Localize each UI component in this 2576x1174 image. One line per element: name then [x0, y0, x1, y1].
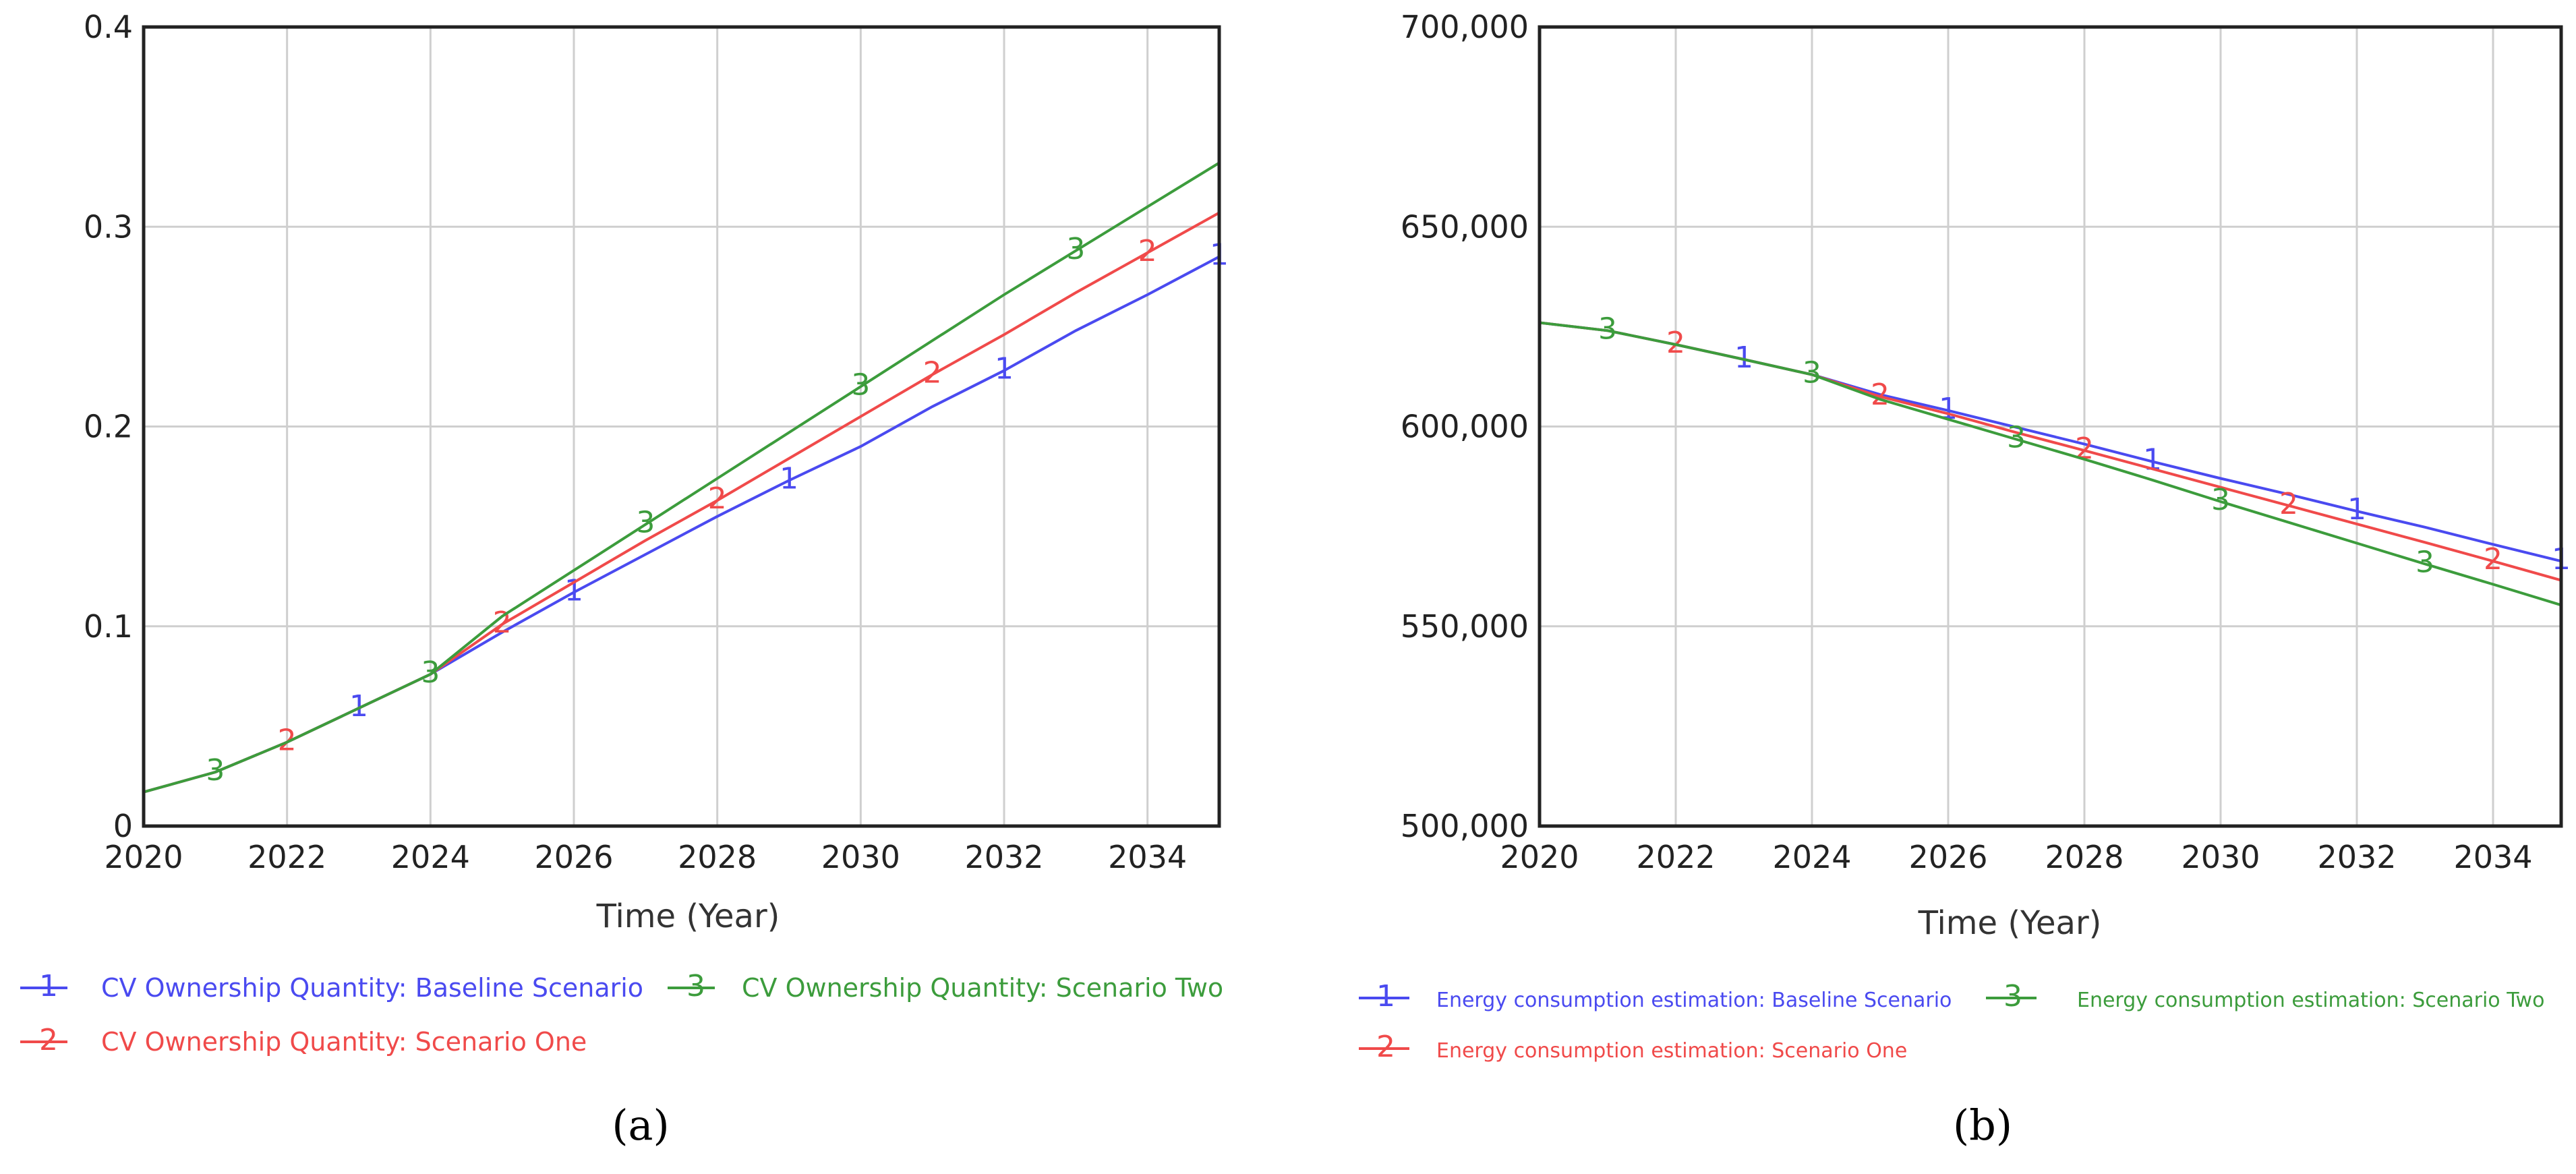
- x-tick-label: 2034: [2453, 839, 2532, 875]
- series-line-3: [1539, 321, 2562, 607]
- legend-marker-2: 2: [1376, 1030, 1395, 1064]
- x-tick-label: 2020: [1500, 839, 1579, 875]
- plot-frame: [1538, 25, 2563, 828]
- x-tick-label: 2028: [678, 839, 757, 875]
- y-tick-label: 700,000: [1401, 9, 1529, 45]
- x-tick-label: 2032: [2317, 839, 2396, 875]
- legend-label-1: CV Ownership Quantity: Baseline Scenario: [101, 973, 643, 1003]
- series-marker-3: 3: [421, 655, 440, 690]
- legend-marker-3: 3: [686, 969, 705, 1003]
- y-tick-label: 650,000: [1401, 208, 1529, 245]
- legend-marker-3: 3: [2003, 979, 2022, 1014]
- x-tick-label: 2026: [1908, 839, 1987, 875]
- series-marker-3: 3: [851, 368, 870, 402]
- x-tick-label: 2022: [247, 839, 326, 875]
- series-marker-3: 3: [1803, 355, 1821, 390]
- series-marker-3: 3: [2416, 545, 2434, 579]
- y-tick-label: 0.4: [84, 9, 133, 45]
- x-tick-label: 2022: [1636, 839, 1715, 875]
- panel-label: (b): [1953, 1100, 2012, 1150]
- y-tick-label: 600,000: [1401, 409, 1529, 445]
- x-tick-label: 2034: [1108, 839, 1187, 875]
- series-marker-1: 1: [780, 461, 798, 496]
- panel-label: (a): [612, 1100, 669, 1150]
- x-tick-label: 2028: [2045, 839, 2124, 875]
- legend-marker-2: 2: [39, 1023, 58, 1057]
- series-marker-3: 3: [2007, 420, 2026, 454]
- legend-marker-1: 1: [39, 969, 58, 1003]
- x-axis-title: Time (Year): [596, 898, 780, 935]
- x-tick-label: 2030: [2181, 839, 2260, 875]
- x-tick-label: 2024: [391, 839, 470, 875]
- legend-label-2: Energy consumption estimation: Scenario …: [1436, 1039, 1907, 1063]
- y-tick-label: 0.2: [84, 409, 133, 445]
- series-marker-3: 3: [1066, 232, 1085, 266]
- series-marker-2: 2: [708, 481, 727, 516]
- y-tick-label: 0: [113, 808, 133, 844]
- series-marker-1: 1: [995, 352, 1014, 386]
- series-marker-2: 2: [2279, 487, 2298, 521]
- series-marker-2: 2: [1138, 234, 1157, 268]
- legend-label-2: CV Ownership Quantity: Scenario One: [101, 1027, 587, 1057]
- x-tick-label: 2030: [821, 839, 900, 875]
- legend-marker-1: 1: [1376, 979, 1395, 1014]
- y-tick-label: 500,000: [1401, 808, 1529, 844]
- plot-frame: [142, 25, 1221, 828]
- x-axis-title: Time (Year): [1918, 904, 2102, 942]
- series-marker-3: 3: [206, 753, 225, 788]
- legend-label-3: Energy consumption estimation: Scenario …: [2077, 989, 2544, 1012]
- x-tick-label: 2020: [104, 839, 183, 875]
- x-tick-label: 2024: [1772, 839, 1851, 875]
- series-marker-3: 3: [636, 506, 655, 540]
- series-marker-3: 3: [2211, 483, 2230, 517]
- series-line-2: [1539, 321, 2562, 582]
- series-marker-2: 2: [2484, 542, 2502, 577]
- y-tick-label: 0.3: [84, 208, 133, 245]
- series-marker-3: 3: [1598, 312, 1617, 346]
- x-tick-label: 2032: [964, 839, 1043, 875]
- x-tick-label: 2026: [534, 839, 613, 875]
- series-line-3: [143, 161, 1221, 794]
- legend-label-1: Energy consumption estimation: Baseline …: [1436, 989, 1952, 1012]
- y-tick-label: 550,000: [1401, 608, 1529, 645]
- legend-label-3: CV Ownership Quantity: Scenario Two: [742, 973, 1223, 1003]
- series-marker-2: 2: [923, 355, 942, 390]
- y-tick-label: 0.1: [84, 608, 133, 645]
- series-marker-2: 2: [1871, 378, 1890, 412]
- series-line-1: [143, 255, 1220, 794]
